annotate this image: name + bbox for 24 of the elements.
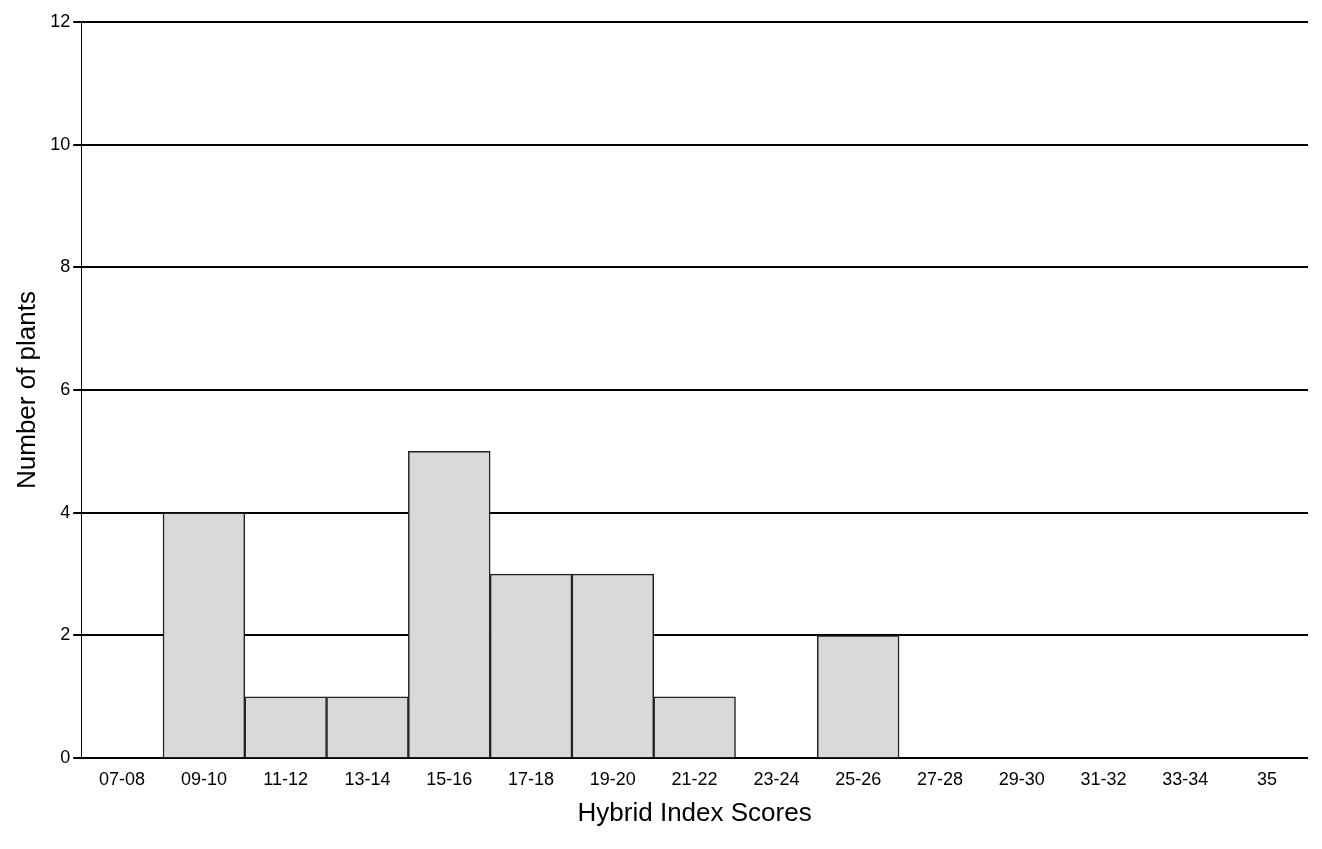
x-tick-label: 21-22 [671,768,718,789]
y-tick-label: 6 [60,378,71,399]
x-tick-label: 19-20 [589,768,636,789]
x-tick-label: 09-10 [180,768,227,789]
x-tick-label: 15-16 [426,768,473,789]
y-tick-label: 8 [60,256,71,277]
x-tick-label: 29-30 [998,768,1045,789]
y-axis-title: Number of plants [10,291,41,489]
x-tick-label: 35 [1257,768,1278,789]
y-tick-label: 10 [50,133,71,154]
x-axis-title: Hybrid Index Scores [577,796,812,827]
y-tick-label: 4 [60,501,71,522]
x-tick-label: 07-08 [99,768,146,789]
x-tick-label: 23-24 [753,768,800,789]
x-tick-label: 11-12 [263,768,309,789]
y-tick-label: 0 [60,747,71,768]
x-tick-label: 27-28 [916,768,963,789]
y-tick-label: 12 [50,10,71,31]
x-tick-label: 33-34 [1162,768,1209,789]
x-tick-label: 17-18 [508,768,555,789]
x-tick-label: 25-26 [835,768,882,789]
y-tick-label: 2 [60,624,71,645]
x-tick-label: 13-14 [344,768,391,789]
x-tick-label: 31-32 [1080,768,1127,789]
